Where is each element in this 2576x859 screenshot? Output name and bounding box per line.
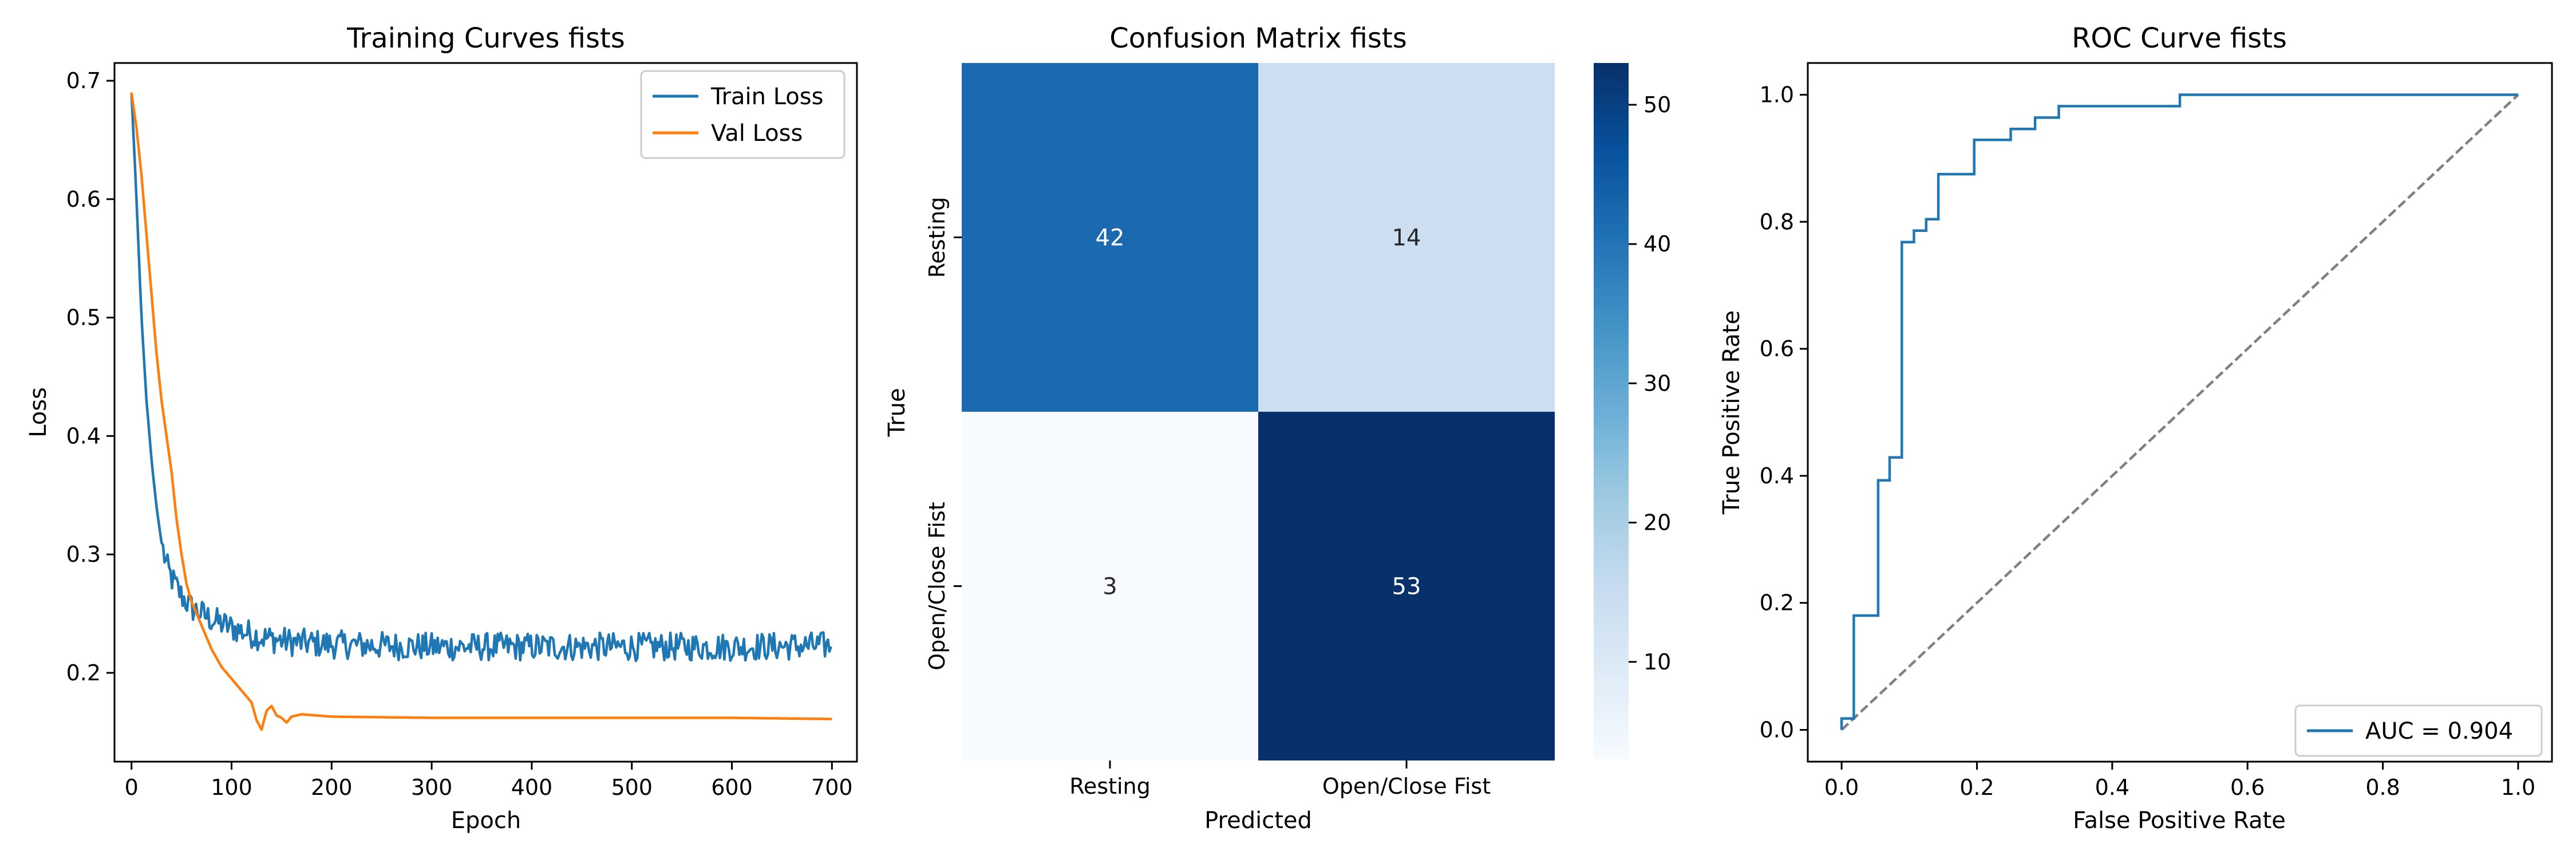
training-curves-xtick-label: 700 <box>811 775 853 800</box>
roc-curve-legend: AUC = 0.904 <box>2294 704 2543 757</box>
series-line-train-loss <box>130 92 832 663</box>
roc-curve-xtick-label: 0.6 <box>2230 775 2265 800</box>
confusion-matrix-xtick-label: Resting <box>1069 774 1151 799</box>
roc-curve-title: ROC Curve fists <box>2072 22 2287 54</box>
roc-curve-xtick-label: 0.0 <box>1824 775 1859 800</box>
confusion-cell <box>962 63 1258 412</box>
roc-curve-frame <box>1807 62 2553 763</box>
roc-curve-xlabel: False Positive Rate <box>2073 807 2286 834</box>
training-curves-ytick-label: 0.5 <box>66 305 101 330</box>
training-curves-title: Training Curves fists <box>346 22 625 54</box>
training-curves-legend-label: Val Loss <box>711 120 803 147</box>
roc-curve-xtick-label: 0.8 <box>2365 775 2400 800</box>
confusion-matrix-ylabel: True <box>884 388 910 438</box>
training-curves-ytick-label: 0.2 <box>66 660 101 685</box>
training-curves-xtick-label: 600 <box>711 775 753 800</box>
training-curves-ylabel: Loss <box>25 387 52 438</box>
roc-curve-xtick-label: 0.4 <box>2095 775 2129 800</box>
confusion-cell-value: 3 <box>1103 574 1117 600</box>
training-curves-legend-box <box>640 70 846 159</box>
training-curves-xtick-label: 400 <box>511 775 553 800</box>
roc-curve-panel: ROC Curve fists 0.0 0.2 0.4 0.6 0.8 1.0 0.0 0.2… <box>1718 22 2553 834</box>
confusion-cell <box>962 412 1258 761</box>
training-curves-xlabel: Epoch <box>451 807 521 834</box>
roc-curve-legend-box <box>2294 704 2543 757</box>
training-curves-xtick-label: 100 <box>211 775 252 800</box>
training-curves-xtick-label: 300 <box>411 775 453 800</box>
roc-curve-xtick-label: 1.0 <box>2501 775 2535 800</box>
confusion-cell-value: 53 <box>1392 574 1421 600</box>
confusion-cell-value: 14 <box>1392 225 1421 251</box>
chance-diagonal-line <box>1840 93 2519 731</box>
confusion-cell <box>1258 412 1555 761</box>
confusion-matrix-xtick-label: Open/Close Fist <box>1322 774 1491 799</box>
confusion-cell-value: 42 <box>1096 225 1125 251</box>
roc-curve-ticks: 0.0 0.2 0.4 0.6 0.8 1.0 0.0 0.2 0.4 0.6 0.8 1.0 <box>1760 82 2536 800</box>
confusion-matrix-title: Confusion Matrix fists <box>1109 22 1406 54</box>
confusion-matrix-xlabel: Predicted <box>1204 807 1312 834</box>
confusion-matrix-panel: Confusion Matrix fists 42 14 3 53 Resting Op… <box>884 22 1671 834</box>
roc-curve-ylabel: True Positive Rate <box>1718 310 1745 515</box>
roc-curve-ytick-label: 0.0 <box>1760 718 1794 743</box>
training-curves-xtick-label: 200 <box>311 775 353 800</box>
confusion-matrix-cells: 42 14 3 53 <box>962 63 1555 761</box>
training-curves-ytick-label: 0.6 <box>66 187 101 212</box>
colorbar-tick-label: 10 <box>1643 649 1671 675</box>
colorbar-tick-label: 20 <box>1643 510 1671 535</box>
roc-curve-lines <box>1840 93 2519 731</box>
training-curves-xtick-label: 500 <box>611 775 653 800</box>
training-curves-lines <box>130 92 832 731</box>
confusion-matrix-colorbar <box>1594 63 1629 759</box>
roc-curve-xtick-label: 0.2 <box>1959 775 1994 800</box>
training-curves-panel: Training Curves fists 0 100 200 300 400 500 60… <box>25 22 858 834</box>
confusion-matrix-ytick-label: Open/Close Fist <box>924 502 950 670</box>
training-curves-frame <box>113 62 858 763</box>
confusion-matrix-ytick-label: Resting <box>924 197 950 278</box>
roc-curve-ytick-label: 0.2 <box>1760 590 1794 616</box>
training-curves-legend-label: Train Loss <box>710 84 823 110</box>
roc-curve-legend-label: AUC = 0.904 <box>2365 718 2513 744</box>
roc-step-line <box>1840 93 2518 730</box>
training-curves-legend: Train Loss Val Loss <box>640 70 846 159</box>
colorbar-tick-label: 30 <box>1643 371 1671 396</box>
colorbar-tick-label: 50 <box>1643 92 1671 117</box>
colorbar-tick-label: 40 <box>1643 231 1671 257</box>
roc-curve-ytick-label: 1.0 <box>1760 82 1794 107</box>
roc-curve-ytick-label: 0.4 <box>1760 463 1794 488</box>
series-line-val-loss <box>130 92 832 731</box>
training-curves-ytick-label: 0.4 <box>66 423 101 448</box>
roc-curve-ytick-label: 0.6 <box>1760 336 1794 361</box>
confusion-cell <box>1258 63 1555 412</box>
training-curves-ticks: 0 100 200 300 400 500 600 700 0.2 0.3 0.4 0.5 0.6 0.7 <box>66 68 853 800</box>
training-curves-xtick-label: 0 <box>125 775 139 800</box>
confusion-matrix-ticks: Resting Open/Close Fist Resting Open/Close … <box>924 197 1491 799</box>
roc-curve-ytick-label: 0.8 <box>1760 209 1794 234</box>
training-curves-ytick-label: 0.7 <box>66 68 101 93</box>
training-curves-ytick-label: 0.3 <box>66 542 101 567</box>
confusion-matrix-colorbar-ticks: 10 20 30 40 50 <box>1629 92 1671 675</box>
